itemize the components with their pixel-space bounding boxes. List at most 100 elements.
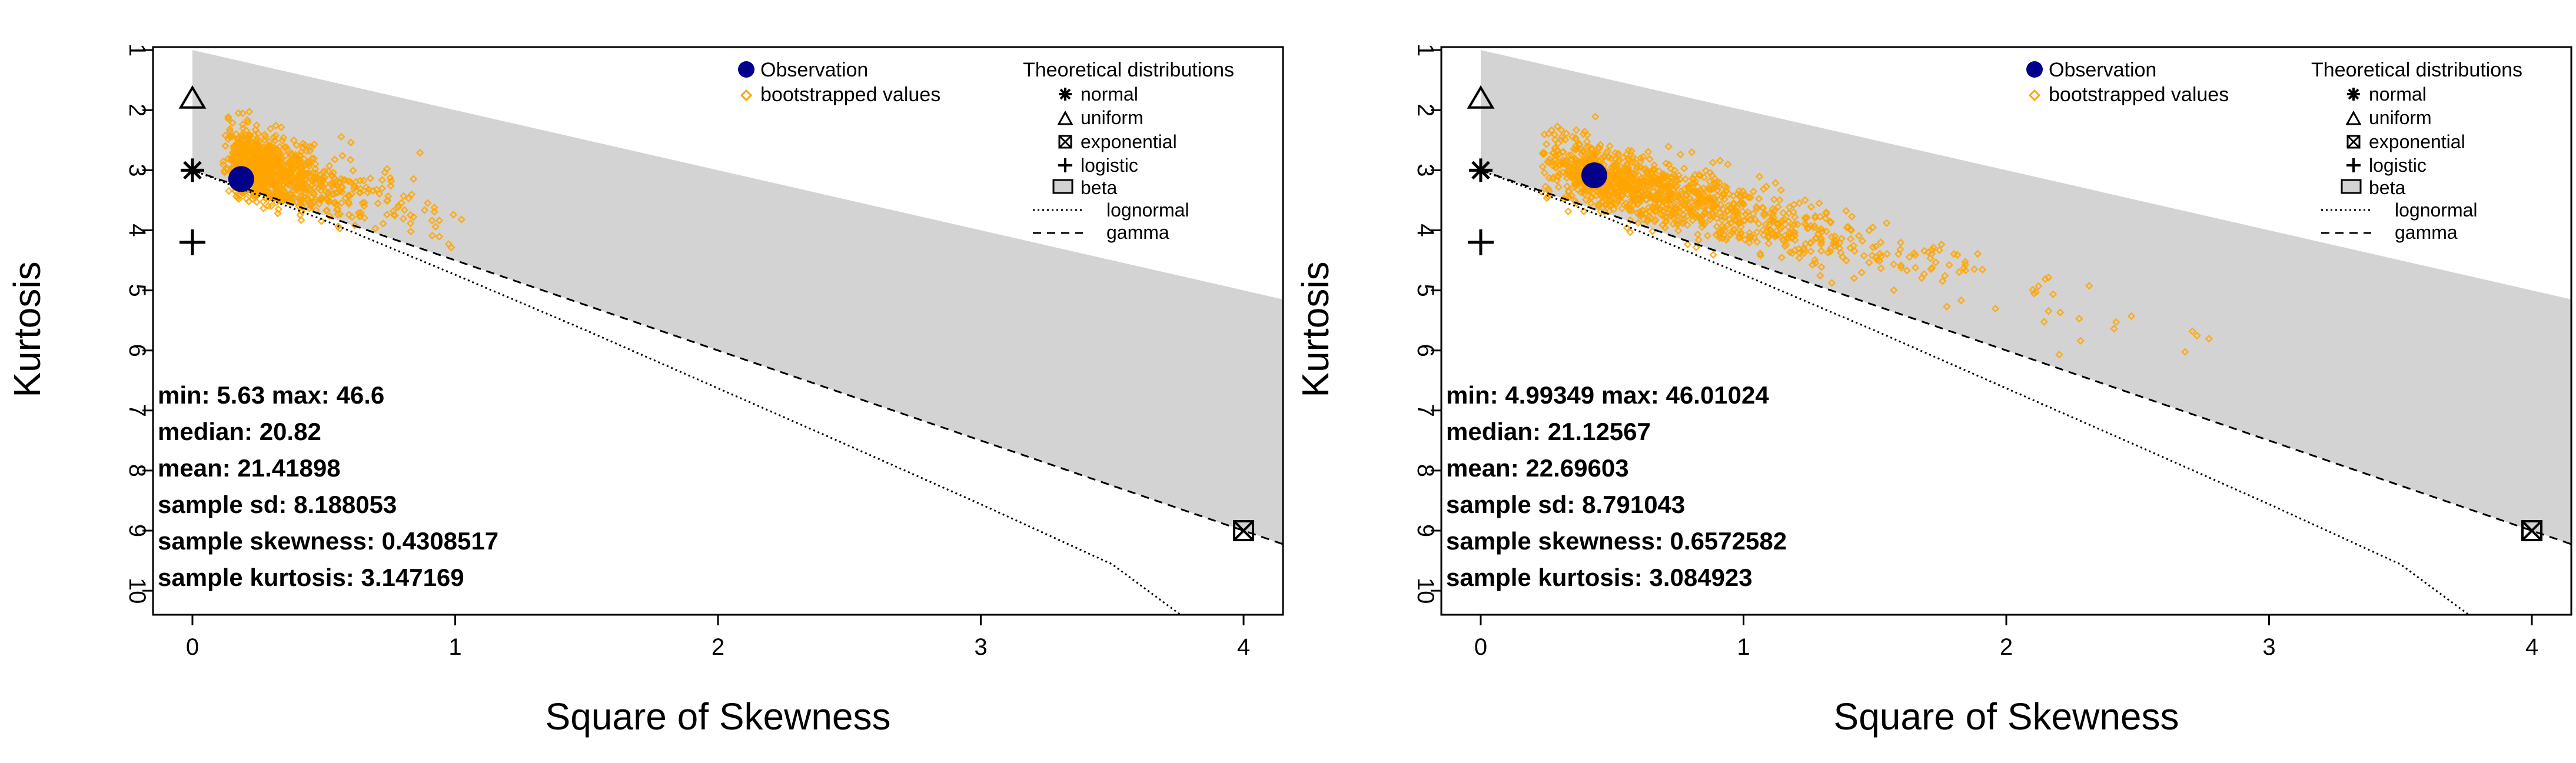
bootstrap-point <box>406 211 415 219</box>
legend-bootstrap-label: bootstrapped values <box>760 84 940 106</box>
bootstrap-point <box>366 174 375 182</box>
bootstrap-point <box>1917 274 1926 282</box>
bootstrap-point <box>225 186 233 195</box>
bootstrap-point <box>1791 246 1799 254</box>
bootstrap-point <box>2127 312 2136 321</box>
exponential-point <box>1233 520 1255 542</box>
bootstrap-point <box>1920 246 1929 255</box>
bootstrap-point <box>1538 162 1547 171</box>
legend-theoretical-title: Theoretical distributions <box>1023 59 1234 81</box>
bootstrap-point <box>1807 247 1815 256</box>
bootstrap-point <box>344 198 353 206</box>
bootstrap-point <box>1824 248 1832 257</box>
bootstrap-point <box>1679 211 1688 219</box>
bootstrap-point <box>1545 174 1553 182</box>
gamma-line <box>192 169 1283 545</box>
bootstrap-point <box>444 240 453 248</box>
bootstrap-point <box>1664 209 1673 218</box>
bootstrap-point <box>1615 156 1624 165</box>
bootstrap-point <box>1810 256 1819 264</box>
bootstrap-point <box>1638 206 1647 215</box>
bootstrap-point <box>298 143 307 152</box>
bootstrap-point <box>406 219 415 228</box>
bootstrap-point <box>272 158 281 167</box>
legend-gamma-label: gamma <box>2395 222 2458 243</box>
bootstrap-point <box>1610 205 1618 214</box>
bootstrap-point <box>1622 199 1631 208</box>
bootstrap-point <box>259 178 268 186</box>
bootstrap-point <box>234 194 242 202</box>
bootstrap-point <box>265 156 274 165</box>
bootstrap-point <box>399 215 407 223</box>
bootstrap-point <box>1669 220 1677 228</box>
bootstrap-point <box>344 177 353 185</box>
bootstrap-point <box>1608 182 1617 191</box>
bootstrap-point <box>1836 244 1844 253</box>
bootstrap-point <box>1674 226 1683 235</box>
bootstrap-point <box>264 202 272 210</box>
bootstrap-point <box>1713 222 1721 231</box>
bootstrap-point <box>1882 219 1891 227</box>
bootstrap-point <box>221 142 230 150</box>
bootstrap-point <box>1710 212 1718 220</box>
x-tick-label: 2 <box>2000 634 2013 660</box>
bootstrap-point <box>1609 174 1617 183</box>
bootstrap-point <box>219 161 228 169</box>
bootstrap-point <box>1691 178 1700 186</box>
bootstrap-point <box>360 202 368 211</box>
bootstrap-point <box>1876 249 1884 258</box>
bootstrap-point <box>1693 182 1702 191</box>
bootstrap-point <box>1544 129 1553 138</box>
bootstrap-point <box>1683 221 1691 229</box>
bootstrap-point <box>1928 246 1936 254</box>
logistic-point <box>1467 229 1494 255</box>
bootstrap-point <box>1745 238 1754 247</box>
bootstrap-point <box>1707 185 1716 194</box>
bootstrap-point <box>1673 216 1681 225</box>
bootstrap-point <box>1694 213 1703 222</box>
bootstrap-point <box>1634 178 1643 186</box>
bootstrap-point <box>1955 268 1963 276</box>
bootstrap-point <box>339 176 347 185</box>
bootstrap-point <box>271 136 279 145</box>
bootstrap-point <box>1811 234 1820 243</box>
chart-panel-left: 0 1 2 3 4 1 2 3 4 5 6 7 8 9 10 Square of Skewness Kur… <box>0 0 1288 760</box>
bootstrap-point <box>1579 186 1587 195</box>
bootstrap-point <box>1700 196 1709 205</box>
bootstrap-point <box>1554 172 1563 181</box>
bootstrap-point <box>2205 334 2213 343</box>
bootstrap-point <box>428 231 437 240</box>
bootstrap-point <box>295 170 304 178</box>
bootstrap-point <box>1621 162 1629 171</box>
bootstrap-point <box>1543 158 1552 166</box>
bootstrap-point <box>1582 142 1591 151</box>
bootstrap-point <box>1876 238 1885 246</box>
bootstrap-point <box>1587 199 1596 208</box>
bootstrap-point <box>1658 211 1667 220</box>
bootstrap-point <box>1811 212 1820 220</box>
bootstrap-point <box>1962 266 1970 275</box>
legend-bootstrap-label: bootstrapped values <box>2049 84 2229 106</box>
bootstrap-point <box>347 138 355 146</box>
bootstrap-point <box>1682 190 1691 199</box>
legend-beta-label: beta <box>2369 177 2405 198</box>
bootstrap-point <box>1561 135 1570 144</box>
bootstrap-point <box>360 176 368 185</box>
summary-mean: mean: 21.41898 <box>158 454 341 482</box>
bootstrap-point <box>238 131 246 139</box>
bootstrap-point <box>250 139 258 148</box>
bootstrap-point <box>1684 204 1692 212</box>
bootstrap-point <box>310 173 319 182</box>
bootstrap-point <box>1614 149 1623 158</box>
bootstrap-point <box>1544 185 1553 194</box>
bootstrap-point <box>264 166 272 175</box>
bootstrap-point <box>260 136 269 144</box>
bootstrap-point <box>399 192 408 201</box>
bootstrap-point <box>2188 327 2196 335</box>
bootstrap-point <box>1791 228 1799 237</box>
bootstrap-point <box>1594 200 1603 209</box>
bootstrap-point <box>1932 258 1940 266</box>
bootstrap-point <box>1816 271 1824 280</box>
bootstrap-point <box>1575 141 1584 149</box>
bootstrap-point <box>1817 246 1826 255</box>
